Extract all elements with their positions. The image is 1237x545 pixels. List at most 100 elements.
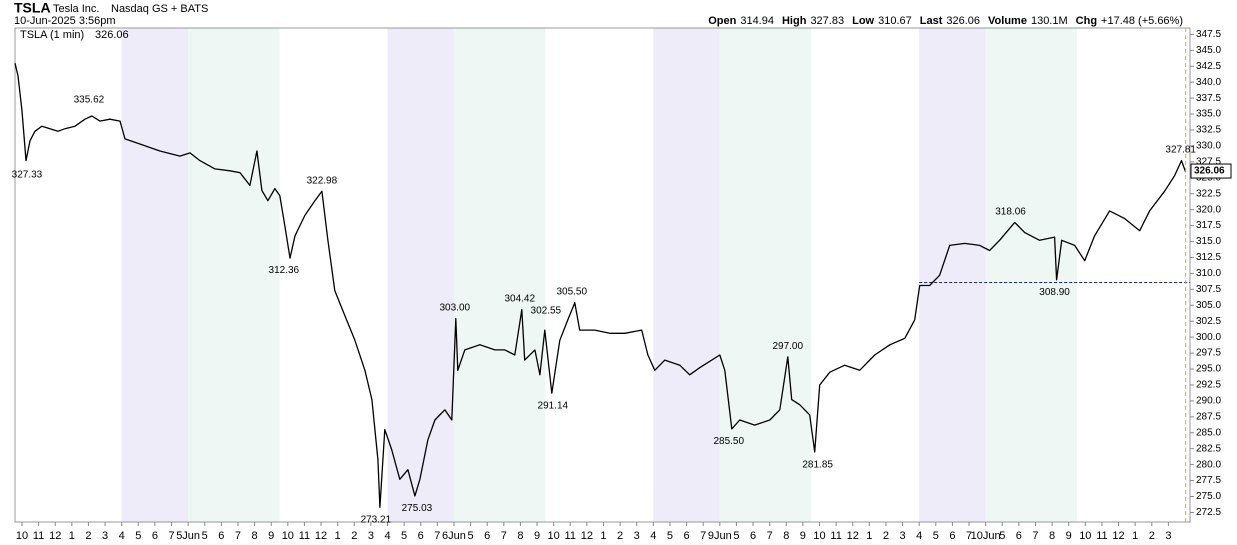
annotation: 291.14 bbox=[538, 400, 569, 411]
exchange: Nasdaq GS + BATS bbox=[111, 3, 208, 15]
x-tick-label: 7 bbox=[767, 530, 773, 542]
y-tick-label: 297.5 bbox=[1196, 348, 1221, 359]
x-tick-label: 9 bbox=[1066, 530, 1072, 542]
x-tick-label: 7 bbox=[1032, 530, 1038, 542]
annotation: 335.62 bbox=[74, 95, 105, 106]
symbol: TSLA bbox=[14, 0, 51, 16]
y-tick-label: 347.5 bbox=[1196, 29, 1221, 40]
y-tick-label: 340.0 bbox=[1196, 77, 1221, 88]
y-tick-label: 275.0 bbox=[1196, 491, 1221, 502]
annotation: 302.55 bbox=[531, 306, 562, 317]
annotation: 285.50 bbox=[713, 436, 744, 447]
x-tick-label: 6 bbox=[218, 530, 224, 542]
x-tick-label: 8 bbox=[783, 530, 789, 542]
x-tick-label: 10Jun bbox=[971, 530, 1001, 542]
y-tick-label: 300.0 bbox=[1196, 332, 1221, 343]
x-tick-label: 10 bbox=[813, 530, 825, 542]
y-tick-label: 287.5 bbox=[1196, 411, 1221, 422]
x-tick-label: 7 bbox=[235, 530, 241, 542]
x-tick-label: 4 bbox=[119, 530, 125, 542]
quote-value: 327.83 bbox=[810, 15, 844, 27]
x-tick-label: 1 bbox=[335, 530, 341, 542]
y-tick-label: 345.0 bbox=[1196, 45, 1221, 56]
datetime: 10-Jun-2025 3:56pm bbox=[14, 15, 116, 27]
x-tick-label: 3 bbox=[634, 530, 640, 542]
y-tick-label: 312.5 bbox=[1196, 252, 1221, 263]
annotation: 327.81 bbox=[1165, 145, 1196, 156]
x-tick-label: 10 bbox=[548, 530, 560, 542]
legend-last: 326.06 bbox=[95, 29, 129, 41]
annotation: 322.98 bbox=[307, 175, 338, 186]
x-tick-label: 6 bbox=[1016, 530, 1022, 542]
x-tick-label: 6 bbox=[418, 530, 424, 542]
x-tick-label: 1 bbox=[600, 530, 606, 542]
x-tick-label: 10 bbox=[282, 530, 294, 542]
x-tick-label: 9 bbox=[268, 530, 274, 542]
y-tick-label: 337.5 bbox=[1196, 93, 1221, 104]
x-tick-label: 5 bbox=[999, 530, 1005, 542]
x-tick-label: 6Jun bbox=[442, 530, 466, 542]
x-tick-label: 5 bbox=[733, 530, 739, 542]
quote-name: Volume bbox=[988, 15, 1027, 27]
annotation: 275.03 bbox=[402, 503, 433, 514]
annotation: 281.85 bbox=[802, 459, 833, 470]
price-line bbox=[14, 62, 1187, 508]
x-tick-label: 5 bbox=[135, 530, 141, 542]
x-tick-label: 8 bbox=[252, 530, 258, 542]
y-tick-label: 332.5 bbox=[1196, 125, 1221, 136]
x-tick-label: 7 bbox=[501, 530, 507, 542]
x-tick-label: 4 bbox=[650, 530, 656, 542]
post-market-band bbox=[653, 28, 720, 522]
x-tick-label: 12 bbox=[49, 530, 61, 542]
y-tick-label: 272.5 bbox=[1196, 507, 1221, 518]
y-tick-label: 285.0 bbox=[1196, 427, 1221, 438]
annotation: 318.06 bbox=[995, 207, 1026, 218]
x-tick-label: 7 bbox=[434, 530, 440, 542]
y-tick-label: 335.0 bbox=[1196, 109, 1221, 120]
pre-market-band bbox=[453, 28, 546, 522]
x-tick-label: 3 bbox=[102, 530, 108, 542]
legend-name: TSLA (1 min) bbox=[20, 29, 84, 41]
x-tick-label: 11 bbox=[1096, 530, 1107, 542]
annotation: 312.36 bbox=[269, 265, 300, 276]
x-tick-label: 12 bbox=[315, 530, 327, 542]
plot-frame bbox=[14, 27, 1191, 523]
quote-value: 314.94 bbox=[740, 15, 774, 27]
last-price-box bbox=[1190, 163, 1232, 179]
y-tick-label: 290.0 bbox=[1196, 396, 1221, 407]
x-tick-label: 6 bbox=[750, 530, 756, 542]
quote-value: +17.48 (+5.66%) bbox=[1101, 15, 1183, 27]
y-tick-label: 282.5 bbox=[1196, 443, 1221, 454]
x-tick-label: 8 bbox=[1049, 530, 1055, 542]
annotation: 308.90 bbox=[1039, 287, 1070, 298]
x-tick-label: 3 bbox=[368, 530, 374, 542]
x-tick-label: 3 bbox=[900, 530, 906, 542]
x-tick-label: 2 bbox=[85, 530, 91, 542]
x-tick-label: 5 bbox=[667, 530, 673, 542]
x-tick-label: 2 bbox=[883, 530, 889, 542]
x-tick-label: 6 bbox=[684, 530, 690, 542]
annotation: 304.42 bbox=[504, 294, 535, 305]
x-tick-label: 10 bbox=[16, 530, 28, 542]
y-tick-label: 277.5 bbox=[1196, 475, 1221, 486]
x-tick-label: 5Jun bbox=[176, 530, 200, 542]
x-tick-label: 12 bbox=[1112, 530, 1124, 542]
x-tick-label: 5 bbox=[933, 530, 939, 542]
x-tick-label: 1 bbox=[69, 530, 75, 542]
x-tick-label: 9Jun bbox=[708, 530, 732, 542]
y-tick-label: 280.0 bbox=[1196, 459, 1221, 470]
y-tick-label: 327.5 bbox=[1196, 156, 1221, 167]
y-tick-label: 315.0 bbox=[1196, 236, 1221, 247]
x-tick-label: 4 bbox=[384, 530, 390, 542]
company: Tesla Inc. bbox=[53, 3, 99, 15]
y-tick-label: 317.5 bbox=[1196, 220, 1221, 231]
x-tick-label: 2 bbox=[617, 530, 623, 542]
y-tick-label: 330.0 bbox=[1196, 141, 1221, 152]
quote-value: 130.1M bbox=[1031, 15, 1068, 27]
quote-name: Last bbox=[920, 15, 943, 27]
x-tick-label: 8 bbox=[517, 530, 523, 542]
x-tick-label: 7 bbox=[966, 530, 972, 542]
x-tick-label: 4 bbox=[916, 530, 922, 542]
